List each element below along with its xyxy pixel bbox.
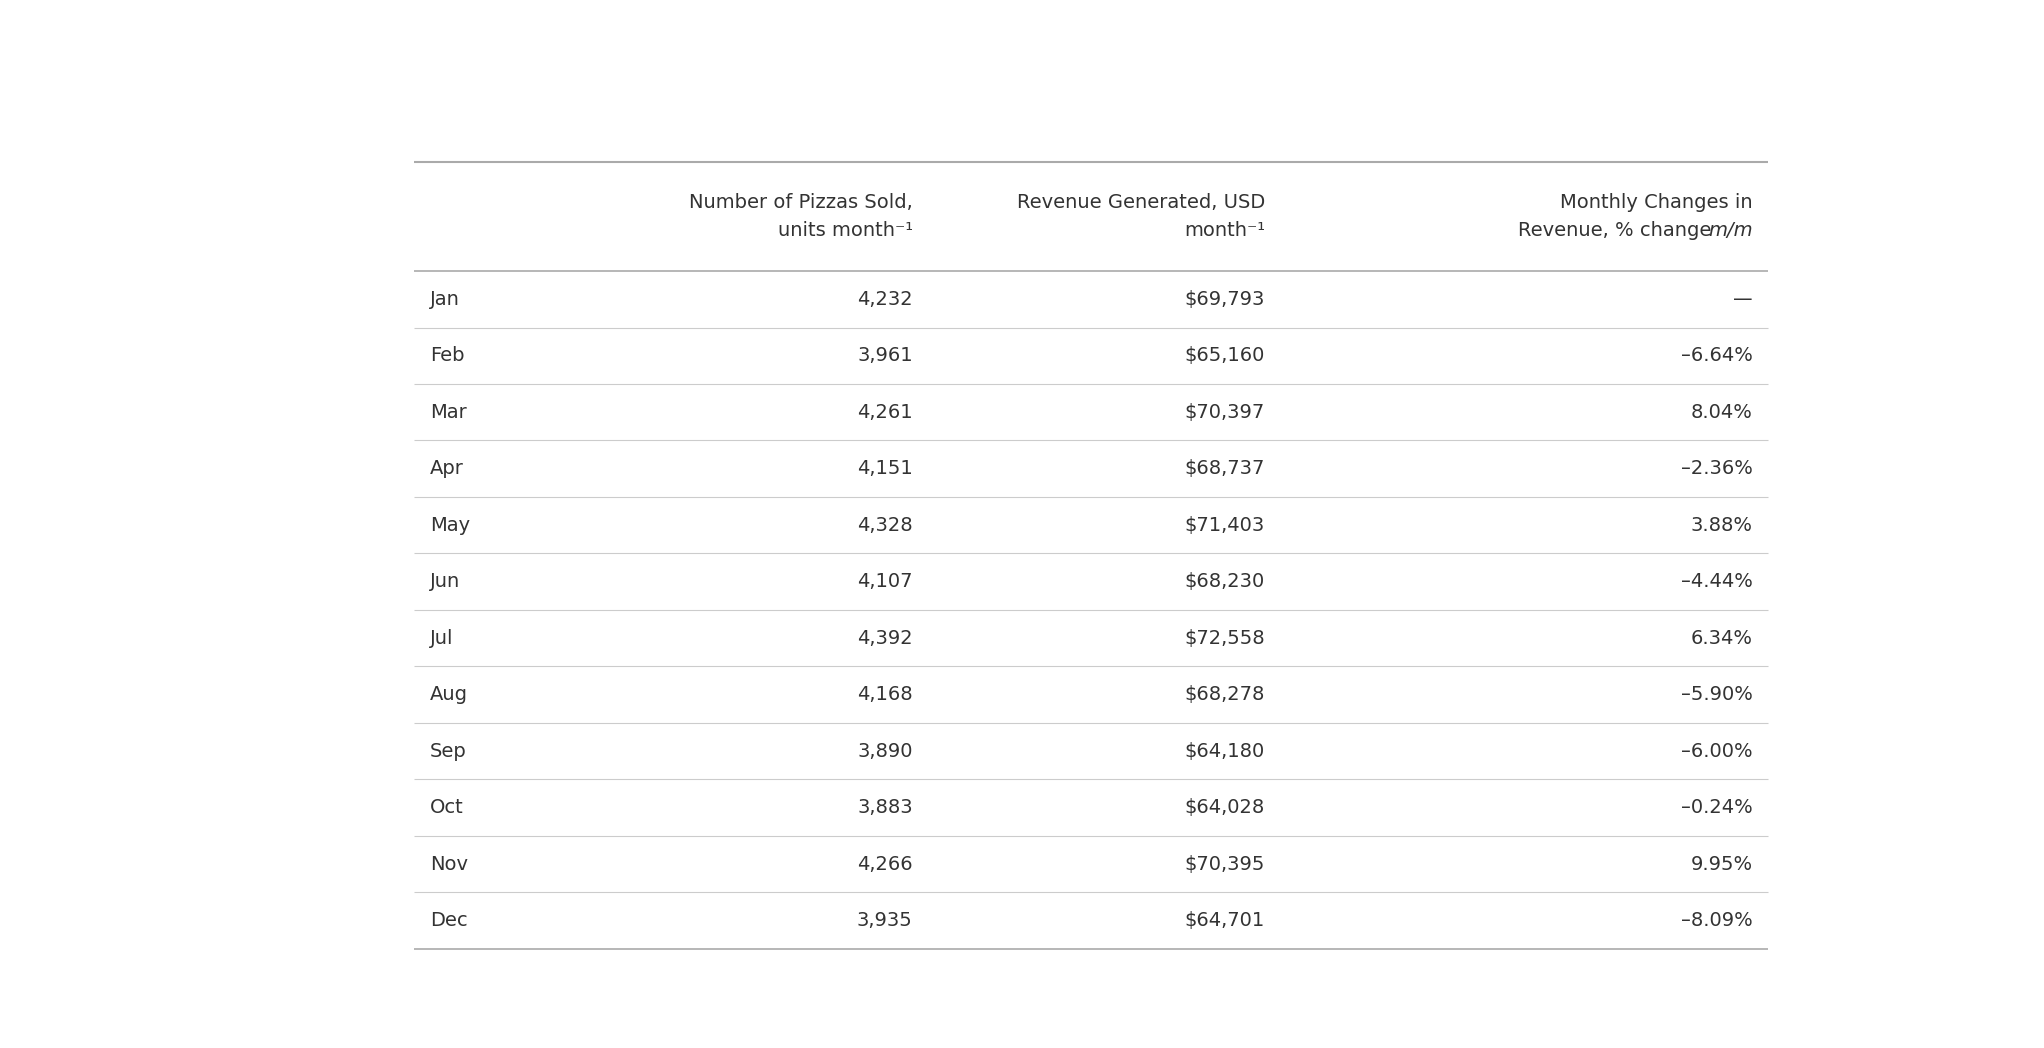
Text: May: May: [429, 516, 470, 534]
Text: $72,558: $72,558: [1183, 629, 1265, 648]
Text: $64,028: $64,028: [1186, 799, 1265, 817]
Text: $64,180: $64,180: [1186, 742, 1265, 761]
Text: units month⁻¹: units month⁻¹: [777, 221, 914, 240]
Text: 4,232: 4,232: [856, 289, 914, 309]
Text: $68,230: $68,230: [1186, 572, 1265, 591]
Text: 8.04%: 8.04%: [1690, 402, 1752, 421]
Text: 3,883: 3,883: [856, 799, 914, 817]
Text: 3,890: 3,890: [856, 742, 914, 761]
Text: Jul: Jul: [429, 629, 454, 648]
Text: Aug: Aug: [429, 685, 468, 704]
Text: 9.95%: 9.95%: [1690, 854, 1752, 874]
Text: 3.88%: 3.88%: [1690, 516, 1752, 534]
Text: 4,168: 4,168: [856, 685, 914, 704]
Text: –5.90%: –5.90%: [1680, 685, 1752, 704]
Text: $68,737: $68,737: [1186, 459, 1265, 478]
Text: $70,395: $70,395: [1186, 854, 1265, 874]
Text: Jan: Jan: [429, 289, 460, 309]
Text: Revenue, % change: Revenue, % change: [1519, 221, 1717, 240]
Text: Oct: Oct: [429, 799, 464, 817]
Text: –4.44%: –4.44%: [1680, 572, 1752, 591]
Text: $71,403: $71,403: [1186, 516, 1265, 534]
Text: –2.36%: –2.36%: [1680, 459, 1752, 478]
Text: 6.34%: 6.34%: [1690, 629, 1752, 648]
Text: Sep: Sep: [429, 742, 466, 761]
Text: Nov: Nov: [429, 854, 468, 874]
Text: —: —: [1733, 289, 1752, 309]
Text: Jun: Jun: [429, 572, 460, 591]
Text: –6.00%: –6.00%: [1680, 742, 1752, 761]
Text: Mar: Mar: [429, 402, 466, 421]
Text: –8.09%: –8.09%: [1680, 911, 1752, 931]
Text: $69,793: $69,793: [1186, 289, 1265, 309]
Text: Monthly Changes in: Monthly Changes in: [1560, 193, 1752, 212]
Text: m/m: m/m: [1709, 221, 1752, 240]
Text: 4,261: 4,261: [856, 402, 914, 421]
Text: month⁻¹: month⁻¹: [1183, 221, 1265, 240]
Text: 4,107: 4,107: [856, 572, 914, 591]
Text: 4,266: 4,266: [856, 854, 914, 874]
Text: Number of Pizzas Sold,: Number of Pizzas Sold,: [689, 193, 914, 212]
Text: Feb: Feb: [429, 346, 464, 366]
Text: $68,278: $68,278: [1186, 685, 1265, 704]
Text: 3,961: 3,961: [856, 346, 914, 366]
Text: 4,392: 4,392: [856, 629, 914, 648]
Text: –6.64%: –6.64%: [1680, 346, 1752, 366]
Text: $70,397: $70,397: [1186, 402, 1265, 421]
Text: $65,160: $65,160: [1186, 346, 1265, 366]
Text: –0.24%: –0.24%: [1680, 799, 1752, 817]
Text: 4,151: 4,151: [856, 459, 914, 478]
Text: Revenue Generated, USD: Revenue Generated, USD: [1016, 193, 1265, 212]
Text: Apr: Apr: [429, 459, 464, 478]
Text: $64,701: $64,701: [1186, 911, 1265, 931]
Text: 4,328: 4,328: [856, 516, 914, 534]
Text: Dec: Dec: [429, 911, 468, 931]
Text: 3,935: 3,935: [856, 911, 914, 931]
